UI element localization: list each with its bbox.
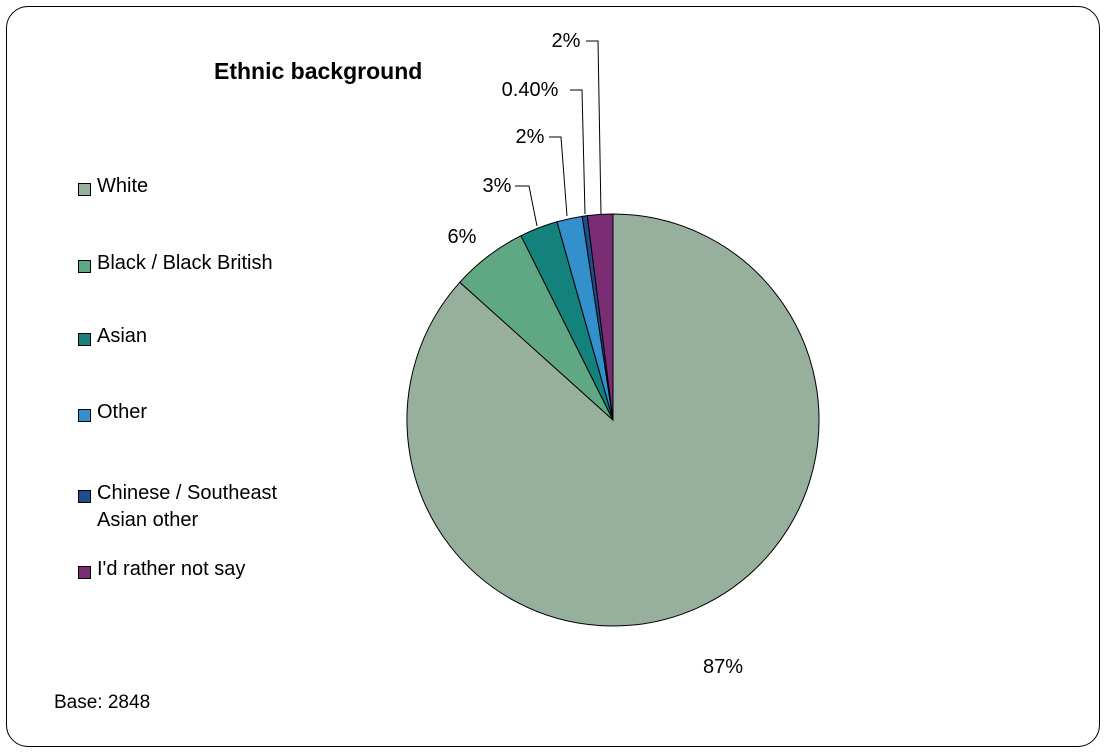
slice-label-0: 87%	[703, 656, 743, 678]
legend-swatch	[78, 260, 91, 273]
leader-line-5	[586, 40, 602, 215]
legend-item-other: Other	[78, 401, 368, 426]
legend-swatch	[78, 490, 91, 503]
legend-label: Other	[97, 401, 148, 423]
legend-item-white: White	[78, 175, 368, 200]
legend-swatch	[78, 409, 91, 422]
pie-slice-5	[586, 213, 614, 421]
slice-label-2: 3%	[483, 175, 512, 197]
legend-item-asian: Asian	[78, 325, 368, 350]
legend-label: White	[97, 175, 149, 197]
chart-title: Ethnic background	[214, 58, 423, 84]
slice-label-3: 2%	[516, 126, 545, 148]
legend-swatch	[78, 183, 91, 196]
leader-line-4	[570, 89, 586, 215]
legend-swatch	[78, 566, 91, 579]
legend-label: Black / Black British	[97, 252, 273, 274]
slice-label-1: 6%	[448, 226, 477, 248]
legend-swatch	[78, 333, 91, 346]
legend-label: I'd rather not say	[97, 558, 246, 580]
legend-label: Chinese / Southeast Asian other	[97, 482, 278, 531]
legend-item-black: Black / Black British	[78, 252, 368, 277]
leader-line-3	[549, 136, 568, 217]
legend-item-chinese: Chinese / Southeast Asian other	[78, 482, 318, 534]
slice-label-4: 0.40%	[502, 79, 559, 101]
leader-line-2	[515, 185, 538, 227]
legend-item-rather-not-say: I'd rather not say	[78, 558, 368, 583]
base-note: Base: 2848	[54, 692, 151, 713]
chart-frame	[6, 6, 1100, 747]
slice-label-5: 2%	[552, 30, 581, 52]
legend-label: Asian	[97, 325, 148, 347]
